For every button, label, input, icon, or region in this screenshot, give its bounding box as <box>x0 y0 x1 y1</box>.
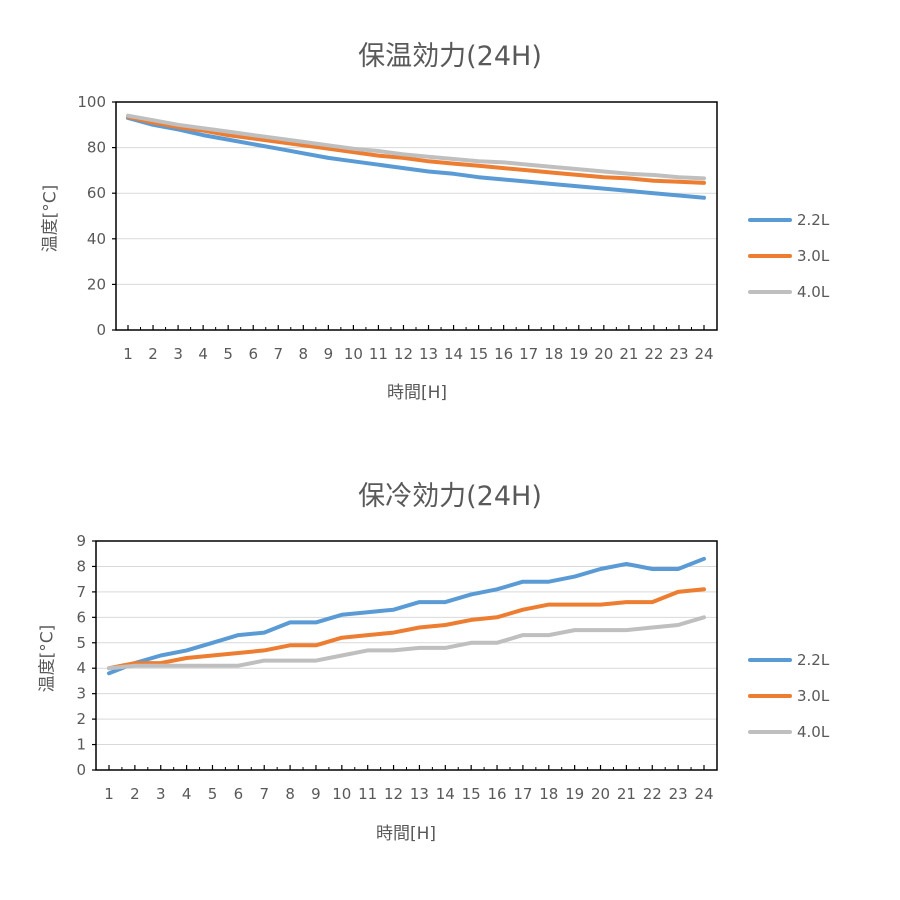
x-tick-label: 18 <box>539 785 558 803</box>
x-tick-label: 17 <box>513 785 532 803</box>
x-tick-label: 15 <box>469 345 488 363</box>
x-tick-label: 12 <box>384 785 403 803</box>
x-tick-label: 16 <box>494 345 513 363</box>
x-tick-label: 12 <box>394 345 413 363</box>
x-tick-label: 24 <box>694 785 713 803</box>
y-tick-label: 5 <box>76 634 86 652</box>
legend-swatch-3-0l <box>748 694 792 698</box>
chart1-xlabel: 時間[H] <box>386 383 448 403</box>
x-tick-label: 1 <box>104 785 114 803</box>
legend-swatch-4-0l <box>748 730 792 734</box>
x-tick-label: 2 <box>130 785 140 803</box>
legend-label: 2.2L <box>797 211 830 229</box>
x-tick-label: 22 <box>644 345 663 363</box>
y-tick-label: 2 <box>76 710 86 728</box>
x-tick-label: 15 <box>462 785 481 803</box>
chart1-legend: 2.2L 3.0L 4.0L <box>748 202 829 310</box>
x-tick-label: 17 <box>519 345 538 363</box>
y-tick-label: 8 <box>76 557 86 575</box>
x-tick-label: 20 <box>594 345 613 363</box>
chart2-xlabel: 時間[H] <box>375 824 437 844</box>
series-line-3-0l <box>126 114 706 185</box>
x-tick-label: 13 <box>410 785 429 803</box>
plot-frame <box>95 540 718 771</box>
x-tick-label: 8 <box>299 345 309 363</box>
chart2-title: 保冷効力(24H) <box>358 481 542 512</box>
x-tick-label: 6 <box>248 345 258 363</box>
x-tick-label: 6 <box>234 785 244 803</box>
x-tick-label: 23 <box>669 345 688 363</box>
legend-item: 4.0L <box>748 714 829 750</box>
legend-swatch-3-0l <box>748 254 792 258</box>
x-tick-label: 13 <box>419 345 438 363</box>
legend-item: 2.2L <box>748 202 829 238</box>
y-tick-label: 7 <box>76 583 86 601</box>
y-tick-label: 40 <box>87 230 106 248</box>
x-tick-label: 23 <box>669 785 688 803</box>
y-tick-label: 20 <box>87 275 106 293</box>
legend-item: 4.0L <box>748 274 829 310</box>
y-tick-label: 100 <box>77 93 106 111</box>
x-tick-label: 19 <box>569 345 588 363</box>
x-tick-label: 10 <box>332 785 351 803</box>
x-tick-label: 9 <box>311 785 321 803</box>
y-tick-label: 9 <box>76 532 86 550</box>
x-tick-label: 14 <box>436 785 455 803</box>
x-tick-label: 4 <box>182 785 192 803</box>
series-line-3-0l <box>107 587 706 671</box>
x-tick-label: 8 <box>285 785 295 803</box>
x-tick-label: 5 <box>208 785 218 803</box>
x-tick-label: 1 <box>123 345 133 363</box>
legend-item: 3.0L <box>748 678 829 714</box>
legend-label: 4.0L <box>797 723 830 741</box>
chart2-legend: 2.2L 3.0L 4.0L <box>748 642 829 750</box>
series-line-2-2l <box>107 556 706 676</box>
legend-label: 2.2L <box>797 651 830 669</box>
x-tick-label: 7 <box>273 345 283 363</box>
y-tick-label: 3 <box>76 685 86 703</box>
series-line-4-0l <box>126 113 706 181</box>
series-line-2-2l <box>126 116 706 200</box>
legend-swatch-2-2l <box>748 218 792 222</box>
x-tick-label: 16 <box>487 785 506 803</box>
legend-label: 4.0L <box>797 283 830 301</box>
x-tick-label: 2 <box>148 345 158 363</box>
y-tick-label: 1 <box>76 736 86 754</box>
y-tick-label: 0 <box>96 321 106 339</box>
legend-label: 3.0L <box>797 247 830 265</box>
y-tick-label: 0 <box>76 761 86 779</box>
x-tick-label: 22 <box>643 785 662 803</box>
legend-item: 3.0L <box>748 238 829 274</box>
y-tick-label: 80 <box>87 139 106 157</box>
legend-swatch-2-2l <box>748 658 792 662</box>
x-tick-label: 9 <box>324 345 334 363</box>
x-tick-label: 21 <box>617 785 636 803</box>
x-tick-label: 3 <box>173 345 183 363</box>
x-tick-label: 14 <box>444 345 463 363</box>
y-tick-label: 4 <box>76 659 86 677</box>
x-tick-label: 18 <box>544 345 563 363</box>
legend-label: 3.0L <box>797 687 830 705</box>
x-tick-label: 5 <box>223 345 233 363</box>
y-tick-label: 60 <box>87 184 106 202</box>
legend-swatch-4-0l <box>748 290 792 294</box>
x-tick-label: 20 <box>591 785 610 803</box>
x-tick-label: 7 <box>259 785 269 803</box>
x-tick-label: 4 <box>198 345 208 363</box>
y-tick-label: 6 <box>76 608 86 626</box>
x-tick-label: 11 <box>358 785 377 803</box>
x-tick-label: 24 <box>694 345 713 363</box>
x-tick-label: 19 <box>565 785 584 803</box>
chart1-title: 保温効力(24H) <box>358 41 542 72</box>
x-tick-label: 11 <box>369 345 388 363</box>
x-tick-label: 21 <box>619 345 638 363</box>
x-tick-label: 3 <box>156 785 166 803</box>
series-line-4-0l <box>107 615 706 671</box>
x-tick-label: 10 <box>344 345 363 363</box>
legend-item: 2.2L <box>748 642 829 678</box>
